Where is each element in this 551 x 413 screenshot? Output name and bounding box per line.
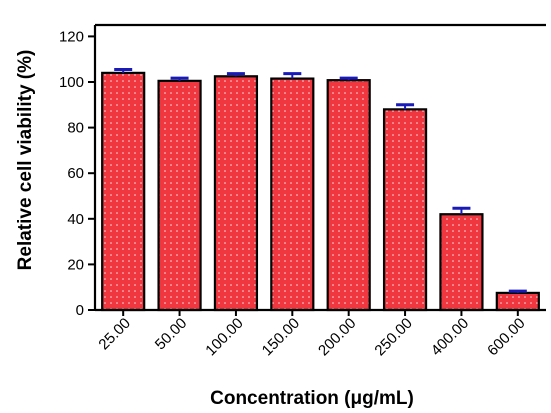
x-tick-label-100.00: 100.00 xyxy=(202,315,246,359)
axes-group xyxy=(93,23,546,312)
y-tick-label-40: 40 xyxy=(67,211,84,228)
bar-200.00 xyxy=(326,79,371,312)
y-tick-label-100: 100 xyxy=(59,74,84,91)
x-tick-label-600.00: 600.00 xyxy=(484,315,528,359)
x-tick-label-200.00: 200.00 xyxy=(315,315,359,359)
x-tick-label-400.00: 400.00 xyxy=(428,315,472,359)
x-tick-label-250.00: 250.00 xyxy=(371,315,415,359)
bar-250.00 xyxy=(382,108,428,312)
x-tick-label-150.00: 150.00 xyxy=(259,315,303,359)
x-axis-label: Concentration (μg/mL) xyxy=(210,388,414,409)
bar-600.00 xyxy=(495,291,540,312)
bar-100.00 xyxy=(213,75,259,312)
bar-150.00 xyxy=(270,77,315,312)
bar-50.00 xyxy=(157,79,202,312)
bar-400.00 xyxy=(439,213,484,312)
y-ticks-group: 0 20 40 60 80 100 120 xyxy=(59,28,95,319)
x-ticks-group: 25.00 50.00 100.00 150.00 200.00 250.00 400.00… xyxy=(95,310,529,359)
y-tick-label-20: 20 xyxy=(67,256,84,273)
bars-group xyxy=(101,71,540,312)
x-tick-label-50.00: 50.00 xyxy=(152,315,191,354)
y-tick-label-120: 120 xyxy=(59,28,84,45)
bar-25.00 xyxy=(101,71,146,312)
y-axis-label: Relative cell viability (%) xyxy=(15,50,36,271)
error-bars-group xyxy=(114,67,527,293)
x-tick-label-25.00: 25.00 xyxy=(95,315,134,354)
y-tick-label-60: 60 xyxy=(67,165,84,182)
y-tick-label-0: 0 xyxy=(76,302,84,319)
y-tick-label-80: 80 xyxy=(67,120,84,137)
